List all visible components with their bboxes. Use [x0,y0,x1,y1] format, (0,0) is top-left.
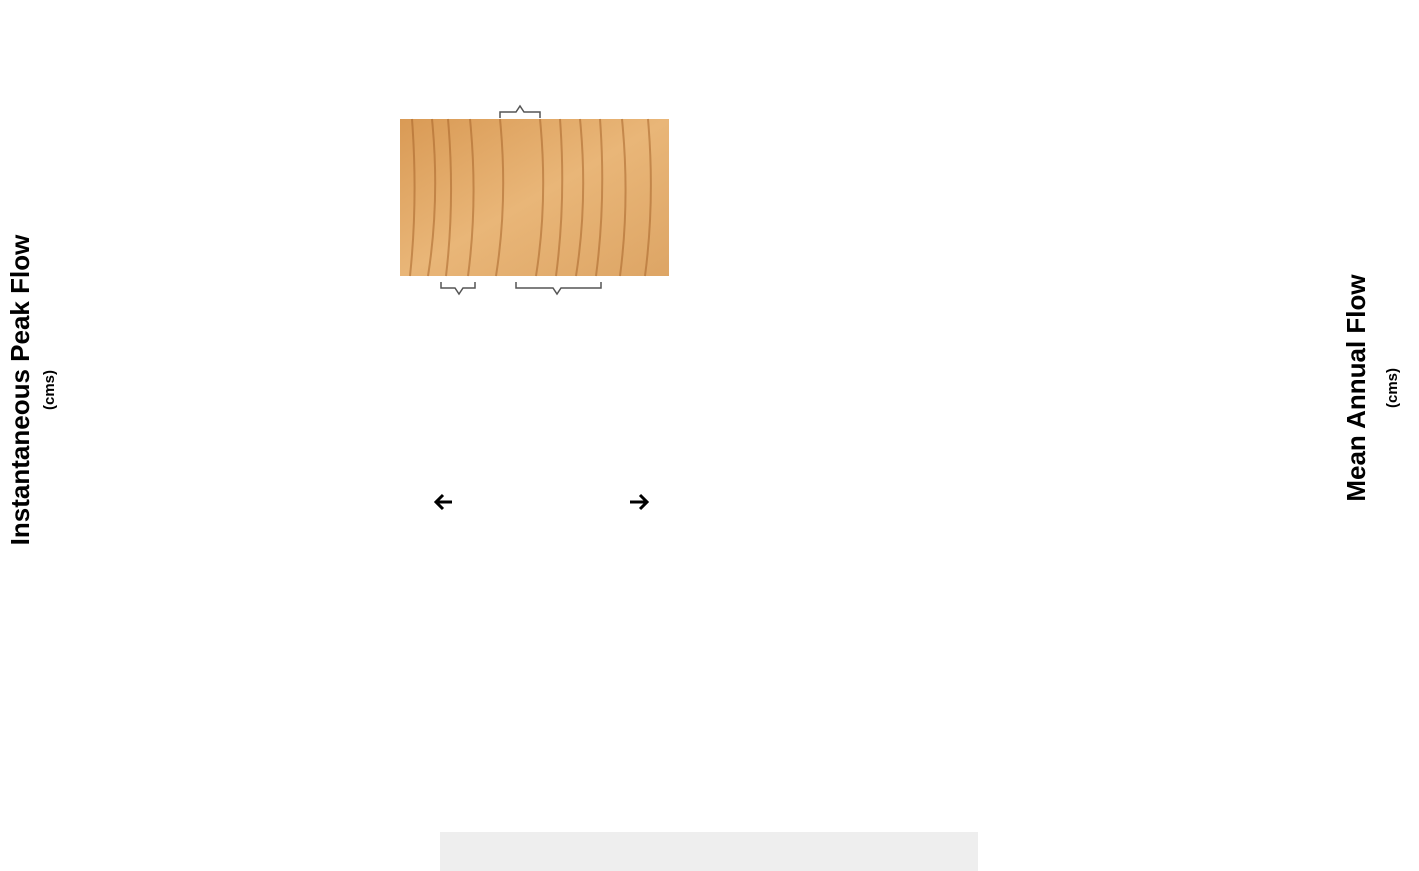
y2-axis-unit: (cms) [1384,368,1401,408]
chart: Instantaneous Peak Flow (cms) Mean Annua… [0,0,1419,871]
y-axis-unit: (cms) [41,370,58,410]
y-axis-title: Instantaneous Peak Flow [5,234,35,545]
type-legend-background [440,832,978,871]
drought-arrows [436,495,647,509]
tree-ring-image [400,119,669,276]
y2-axis-title: Mean Annual Flow [1341,274,1371,502]
